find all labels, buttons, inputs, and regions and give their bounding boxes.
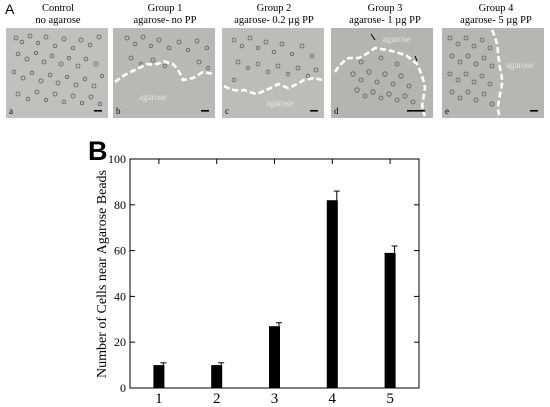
micrograph-title-control: Control no agarose: [3, 3, 113, 27]
x-tick-label: 3: [271, 391, 279, 407]
y-tick-label: 80: [114, 198, 126, 212]
micrograph-group4: agarose e: [442, 28, 544, 118]
title-line1: Group 4: [478, 3, 514, 14]
y-axis: 0 20 40 60 80 100: [108, 152, 419, 395]
agarose-boundary: [333, 46, 427, 117]
cell-cluster: [231, 35, 319, 83]
agarose-label: agarose: [506, 60, 533, 70]
bar: [326, 200, 338, 388]
y-axis-label: Number of Cells near Agarose Beads: [95, 170, 110, 378]
cell-cluster: [11, 33, 105, 107]
title-line2: agarose- 1 µg PP: [349, 15, 421, 26]
micrograph-title-group1: Group 1 agarose- no PP: [110, 3, 220, 27]
y-tick-label: 20: [114, 335, 126, 349]
agarose-boundary: [223, 76, 323, 96]
micrograph-title-group3: Group 3 agarose- 1 µg PP: [330, 3, 440, 27]
title-line1: Group 1: [147, 3, 183, 14]
agarose-label: agarose: [266, 98, 293, 108]
panel-a-label: A: [5, 1, 15, 17]
micrograph-title-group2: Group 2 agarose- 0.2 µg PP: [219, 3, 329, 27]
cell-cluster: [350, 55, 416, 105]
agarose-boundary: [490, 29, 504, 118]
agarose-label: agarose: [383, 34, 410, 44]
panel-b-label: B: [88, 136, 108, 166]
x-tick-label: 2: [213, 391, 221, 407]
x-tick-label: 1: [155, 391, 163, 407]
title-line1: Group 3: [367, 3, 403, 14]
micrograph-letter: e: [445, 106, 449, 116]
y-tick-label: 100: [108, 152, 126, 166]
micrograph-control: a: [6, 28, 108, 118]
agarose-label: agarose: [139, 92, 166, 102]
bar: [211, 365, 223, 388]
micrograph-letter: a: [9, 106, 13, 116]
bar: [153, 365, 165, 388]
scale-bar: [310, 110, 318, 112]
scale-bar: [530, 110, 538, 112]
micrograph-letter: c: [225, 106, 229, 116]
micrograph-group1: agarose b: [113, 28, 215, 118]
scale-bar: [94, 110, 102, 112]
y-tick-label: 0: [120, 381, 126, 395]
x-tick-label: 4: [329, 391, 337, 407]
title-line2: no agarose: [35, 15, 81, 26]
bars: [153, 190, 398, 388]
y-tick-label: 40: [114, 289, 126, 303]
bar: [384, 252, 396, 388]
micrograph-letter: d: [334, 106, 339, 116]
scale-bar: [407, 110, 425, 112]
title-line1: Group 2: [256, 3, 292, 14]
micrograph-group2: agarose c: [222, 28, 324, 118]
micrograph-letter: b: [116, 106, 121, 116]
arrow-icon: [414, 55, 418, 62]
title-line1: Control: [41, 3, 75, 14]
agarose-boundary: [114, 59, 214, 84]
bar: [269, 326, 280, 388]
cell-cluster: [447, 35, 495, 107]
cell-cluster: [124, 34, 211, 71]
title-line2: agarose- 5 µg PP: [460, 15, 532, 26]
scale-bar: [201, 110, 209, 112]
title-line2: agarose- 0.2 µg PP: [234, 15, 314, 26]
micrograph-title-group4: Group 4 agarose- 5 µg PP: [441, 3, 550, 27]
y-tick-label: 60: [114, 244, 126, 258]
micrograph-group3: agarose d: [331, 28, 433, 118]
x-tick-label: 5: [386, 391, 394, 407]
arrow-icon: [370, 33, 376, 41]
title-line2: agarose- no PP: [133, 15, 197, 26]
